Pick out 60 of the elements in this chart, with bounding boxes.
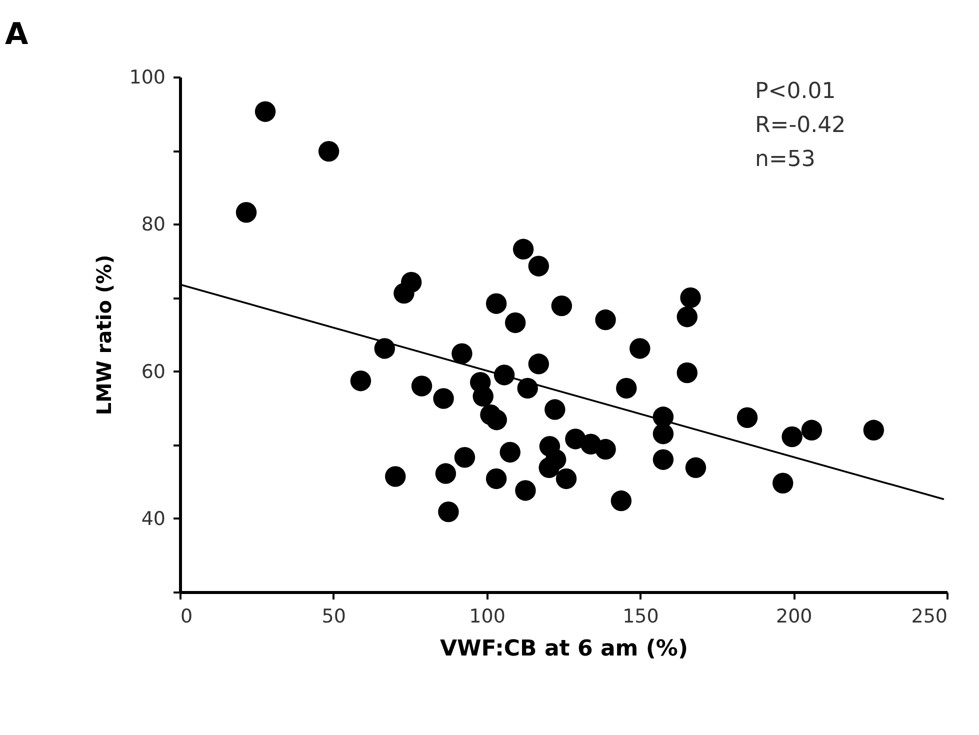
annotation: n=53 [755,147,816,172]
point [676,362,698,384]
point [433,388,454,409]
point [652,423,674,444]
point [782,426,802,448]
point [595,438,616,460]
point [528,354,550,374]
point [438,501,459,522]
point [411,376,432,396]
x-tick-label: 100 [469,606,506,628]
x-axis-title: VWF:CB at 6 am (%) [440,636,688,662]
x-tick-label: 50 [322,606,346,628]
point [504,312,526,334]
point [801,420,822,440]
point [486,293,507,314]
point [863,420,884,440]
point [254,101,276,122]
point [556,468,577,490]
point [680,287,701,308]
point [551,295,572,316]
point [528,256,550,276]
point [685,457,706,478]
x-tick-label: 250 [911,606,948,628]
point [350,370,372,392]
point [486,409,507,430]
x-tick-label: 150 [622,606,659,628]
y-tick-label: 40 [141,508,166,530]
point [517,378,538,399]
annotation: R=-0.42 [755,113,846,138]
point [236,202,257,223]
y-tick-label: 60 [141,360,166,383]
point [374,338,396,359]
point [610,490,632,512]
x-tick-label: 200 [776,606,812,628]
point [318,140,340,162]
point [595,309,616,330]
point [486,468,507,490]
point [630,338,650,359]
point [652,449,674,470]
point [452,343,472,364]
point [515,480,536,501]
point [512,238,534,260]
y-tick-label: 80 [141,214,166,236]
point [676,306,698,328]
point [616,378,637,399]
point [544,399,566,420]
point [385,466,406,487]
x-tick-label: 0 [180,606,193,628]
point [500,442,520,463]
y-axis-title: LMW ratio (%) [92,254,116,416]
point [736,407,758,428]
point [454,447,476,468]
point [472,386,494,407]
point [772,472,794,494]
point [538,457,560,478]
point [394,282,414,304]
chart-title: A [5,17,29,52]
annotation: P<0.01 [755,79,836,104]
point [435,463,456,484]
y-tick-label: 100 [129,66,166,88]
